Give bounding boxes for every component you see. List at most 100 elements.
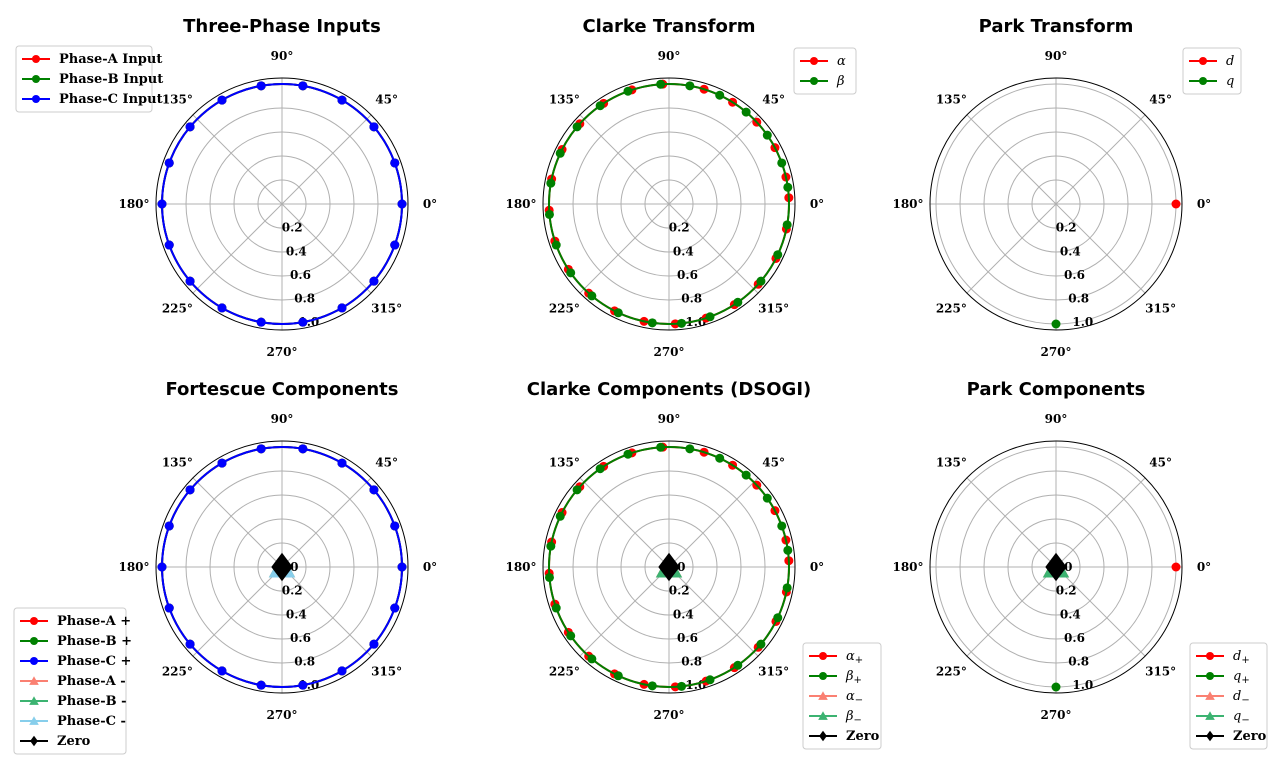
data-point: [566, 268, 576, 278]
legend-marker: [818, 711, 828, 720]
data-point: [741, 470, 751, 480]
angle-tick-label: 270°: [653, 708, 684, 722]
radial-tick-label: 0.4: [673, 607, 694, 621]
legend-label: Phase-B +: [57, 634, 132, 649]
data-point: [677, 318, 687, 328]
legend-label: Phase-A -: [57, 674, 126, 689]
legend-label: β+: [845, 669, 862, 686]
data-point: [623, 86, 633, 96]
legend-marker: [1206, 672, 1214, 680]
data-point: [544, 209, 554, 219]
angular-gridline: [579, 114, 670, 205]
data-point: [217, 95, 227, 105]
data-point: [256, 444, 266, 454]
data-point: [572, 485, 582, 495]
data-point: [587, 291, 597, 301]
data-point: [217, 303, 227, 313]
data-point: [546, 178, 556, 188]
data-point: [782, 583, 792, 593]
angular-gridline: [1055, 114, 1146, 205]
legend: dq: [1182, 47, 1242, 95]
panel-title: Park Transform: [979, 16, 1134, 37]
angular-gridline: [966, 477, 1057, 568]
data-point: [256, 680, 266, 690]
legend-marker: [1199, 57, 1207, 65]
angle-tick-label: 135°: [936, 455, 967, 469]
data-point: [762, 130, 772, 140]
data-point: [595, 464, 605, 474]
radial-tick-label: 0.2: [669, 221, 690, 235]
radial-tick-label: 0.6: [677, 631, 698, 645]
radial-tick-label: 0.8: [681, 292, 702, 306]
data-point: [185, 639, 195, 649]
radial-tick-label: 0.2: [1056, 221, 1077, 235]
radial-tick-label: 0.6: [290, 631, 311, 645]
polar-panel-5: Clarke Components (DSOGI) 0° 45° 90° 135° 180…: [505, 379, 882, 750]
radial-tick-label: 1.0: [1072, 678, 1093, 692]
data-point: [337, 666, 347, 676]
legend-label: d: [1226, 54, 1234, 69]
polar-panel-2: Clarke Transform 0° 45° 90° 135° 180° 225° 270°…: [505, 16, 857, 359]
radial-tick-label: 0.4: [673, 244, 694, 258]
angular-gridline: [966, 114, 1057, 205]
legend-label: Zero: [846, 729, 880, 744]
data-point: [298, 680, 308, 690]
legend: d+ q+ d− q− Zero: [1189, 642, 1268, 750]
legend-box: [1189, 642, 1268, 750]
data-point: [337, 303, 347, 313]
data-point: [777, 158, 787, 168]
legend: Phase-A + Phase-B + Phase-C + Phase-A - Phas…: [13, 607, 132, 755]
angle-tick-label: 270°: [266, 345, 297, 359]
angle-tick-label: 315°: [1145, 302, 1176, 316]
radial-tick-label: 0.8: [294, 655, 315, 669]
legend-marker: [32, 75, 40, 83]
angle-tick-label: 0°: [1197, 197, 1211, 211]
legend-label: Zero: [1233, 729, 1267, 744]
legend-label: α+: [846, 649, 863, 666]
data-point: [185, 276, 195, 286]
radial-tick-label: 0.8: [681, 655, 702, 669]
legend-marker: [1206, 652, 1214, 660]
angle-tick-label: 225°: [162, 665, 193, 679]
data-point: [705, 675, 715, 685]
angular-gridline: [281, 566, 372, 657]
radial-tick-label: 0.4: [286, 244, 307, 258]
angle-tick-label: 90°: [1045, 49, 1068, 63]
angle-tick-label: 135°: [549, 92, 580, 106]
angular-gridline: [281, 203, 372, 294]
data-point: [773, 250, 783, 260]
radial-tick-label: 0.6: [1064, 268, 1085, 282]
angle-tick-label: 0°: [810, 560, 824, 574]
data-point: [647, 318, 657, 328]
data-point: [164, 521, 174, 531]
panel-title: Clarke Transform: [582, 16, 755, 37]
angular-gridline: [1055, 203, 1146, 294]
polar-frame: [542, 77, 796, 331]
data-point: [298, 317, 308, 327]
radial-tick-label: 1.0: [1072, 315, 1093, 329]
data-point: [623, 449, 633, 459]
angle-tick-label: 0°: [423, 197, 437, 211]
panel-title: Park Components: [967, 379, 1146, 400]
data-point: [544, 572, 554, 582]
data-point: [217, 666, 227, 676]
data-point: [555, 511, 565, 521]
series-1: [1051, 319, 1061, 329]
series-2: [157, 81, 407, 327]
radial-tick-label: 0.6: [1064, 631, 1085, 645]
data-point: [613, 308, 623, 318]
data-point: [1051, 682, 1061, 692]
legend-label: Phase-A +: [57, 614, 131, 629]
angle-tick-label: 135°: [162, 455, 193, 469]
series-4: [1045, 552, 1067, 582]
legend-marker: [30, 617, 38, 625]
series-line: [548, 446, 790, 688]
data-point: [715, 90, 725, 100]
data-point: [157, 199, 167, 209]
legend-marker: [1205, 691, 1215, 700]
angle-tick-label: 315°: [758, 665, 789, 679]
data-point: [555, 148, 565, 158]
data-point: [1171, 199, 1181, 209]
data-point: [256, 317, 266, 327]
angle-tick-label: 270°: [266, 708, 297, 722]
